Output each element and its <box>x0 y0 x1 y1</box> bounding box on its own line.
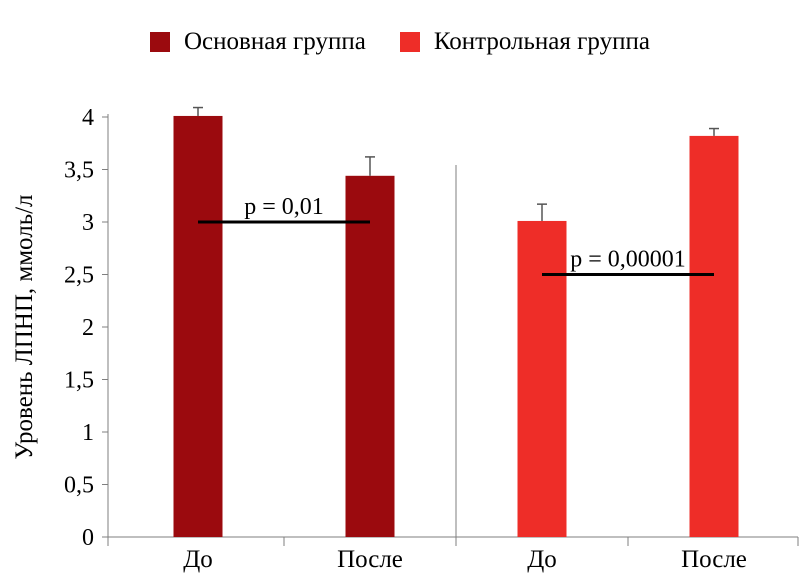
bar <box>689 135 739 537</box>
legend-item-main-group: Основная группа <box>150 28 366 56</box>
p-value-label: p = 0,01 <box>244 194 324 220</box>
x-tick-label: После <box>681 546 747 573</box>
y-tick-label: 4 <box>82 105 94 131</box>
y-tick-label: 1 <box>82 420 94 446</box>
bar <box>517 220 567 537</box>
legend-label-control-group: Контрольная группа <box>433 28 650 55</box>
bar <box>173 115 223 537</box>
y-tick-label: 2 <box>82 315 94 341</box>
legend-swatch-control-group <box>399 32 420 52</box>
legend-label-main-group: Основная группа <box>184 28 366 55</box>
legend-swatch-main-group <box>150 32 170 52</box>
y-tick-label: 0 <box>82 525 94 551</box>
legend-item-control-group: Контрольная группа <box>399 28 650 56</box>
y-tick-label: 3 <box>82 210 94 236</box>
x-tick-label: До <box>527 546 557 573</box>
chart-legend: Основная группа Контрольная группа <box>150 26 684 58</box>
y-tick-label: 2,5 <box>64 263 94 289</box>
x-tick-label: После <box>337 546 403 573</box>
p-value-label: p = 0,00001 <box>570 247 686 273</box>
y-tick-label: 3,5 <box>64 158 94 184</box>
y-tick-label: 1,5 <box>64 368 94 394</box>
y-axis-label: Уровень ЛПНП, ммоль/л <box>11 194 38 459</box>
x-tick-label: До <box>183 546 213 573</box>
y-tick-label: 0,5 <box>64 473 94 499</box>
bar <box>345 175 395 538</box>
